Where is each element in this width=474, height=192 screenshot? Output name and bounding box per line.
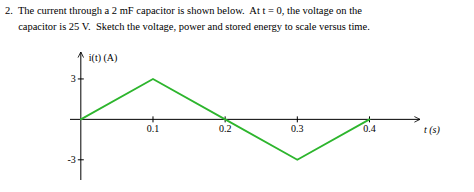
x-tick-label: 0.3 [291,123,304,134]
x-tick-label: 0.1 [147,123,160,134]
x-tick-label: 0.4 [363,123,376,134]
x-tick-label: 0.2 [219,123,232,134]
line [81,79,370,160]
y-tick [78,78,84,79]
chart: 2. The current through a 2 mF capacitor … [0,0,474,192]
y-tick-label: 3 [71,73,76,84]
x-tick [297,116,298,122]
x-tick [152,116,153,122]
y-tick [78,159,84,160]
y-axis-label: i(t) (A) [89,52,118,64]
x-axis-label: t (s) [424,124,441,136]
title: 2. The current through a 2 mF capacitor … [5,5,362,16]
y-tick-label: -3 [67,154,75,165]
subtitle: capacitor is 25 V. Sketch the voltage, p… [5,21,370,32]
y-axis [80,52,81,180]
plot-area [81,79,370,160]
